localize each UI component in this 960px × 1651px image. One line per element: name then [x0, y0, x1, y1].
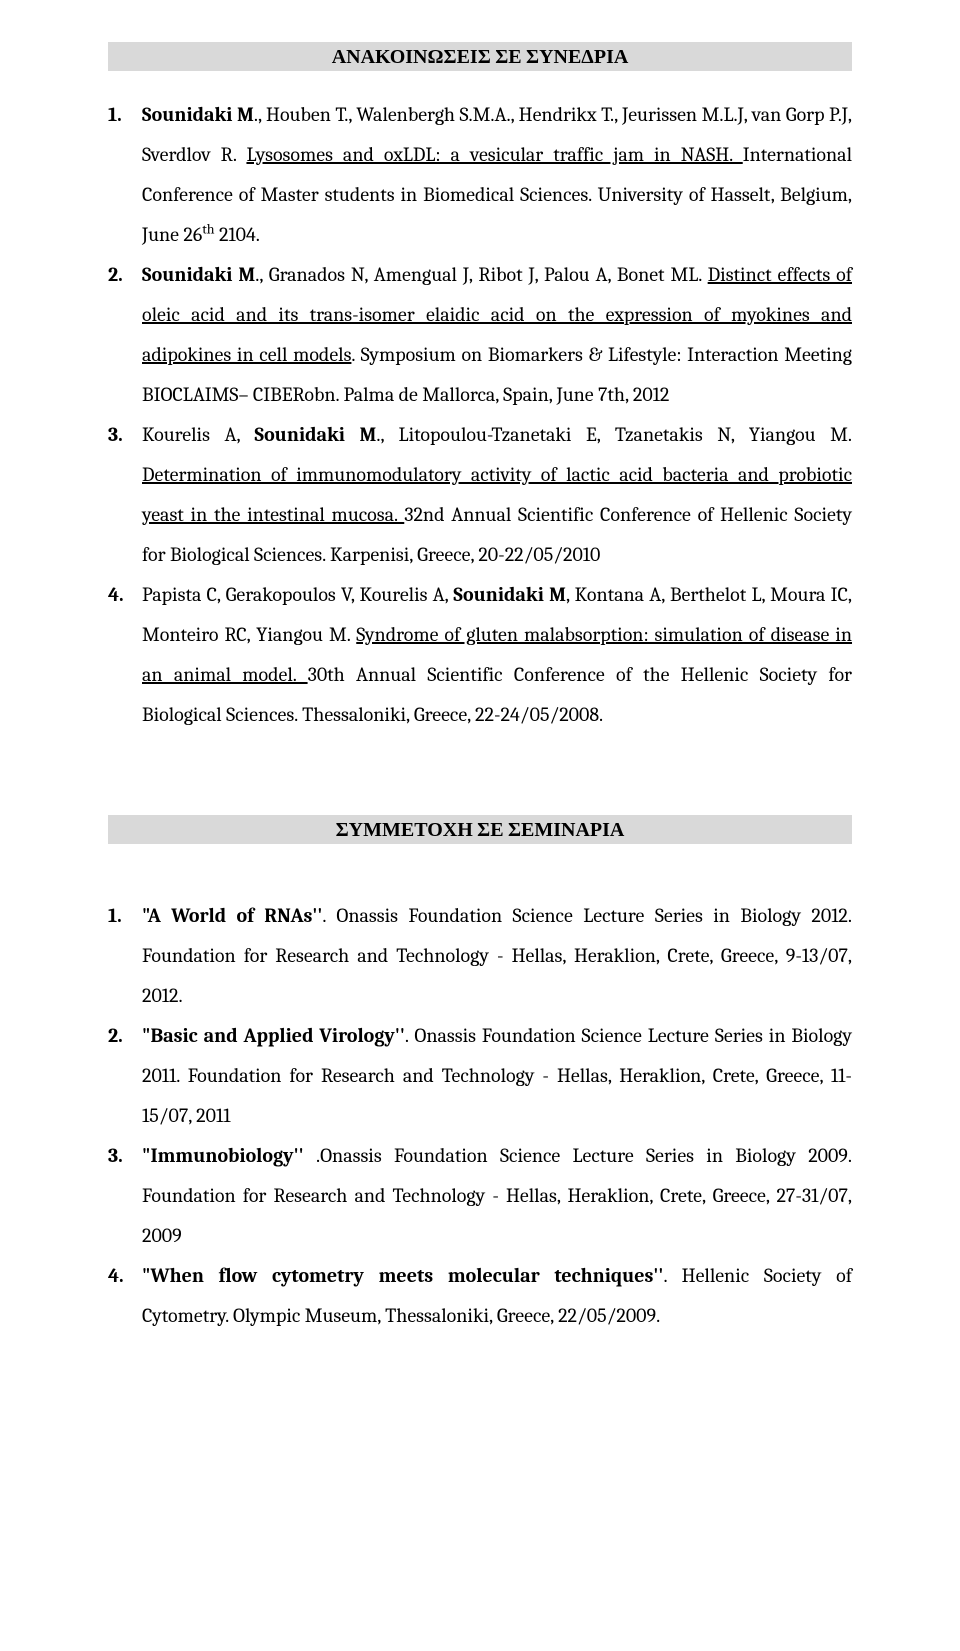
- list-item-text: th: [202, 220, 214, 237]
- section-heading-1: ΑΝΑΚΟΙΝΩΣΕΙΣ ΣΕ ΣΥΝΕΔΡΙΑ: [108, 42, 852, 71]
- list-item-text: Sounidaki M: [142, 263, 255, 286]
- list-item-number: 4.: [108, 1256, 124, 1296]
- list-item-number: 1.: [108, 95, 122, 135]
- list-item-text: Sounidaki M: [254, 423, 376, 446]
- list-item-text: "Immunobiology'': [142, 1144, 304, 1167]
- list-item-text: "A World of RNAs'': [142, 904, 322, 927]
- list-item-number: 3.: [108, 1136, 123, 1176]
- list-item-text: Kourelis A,: [142, 423, 254, 446]
- section-heading-2: ΣΥΜΜΕΤΟΧΗ ΣΕ ΣΕΜΙΝΑΡΙΑ: [108, 815, 852, 844]
- seminar-list: 1."A World of RNAs''. Onassis Foundation…: [108, 896, 852, 1336]
- list-item-text: Sounidaki M: [142, 103, 254, 126]
- list-item: 2. Sounidaki M., Granados N, Amengual J, …: [108, 255, 852, 415]
- list-item-text: ., Litopoulou-Tzanetaki E, Tzanetakis N,…: [376, 423, 852, 446]
- list-item-text: Lysosomes and oxLDL: a vesicular traffic…: [246, 143, 742, 166]
- list-item-text: "When flow cytometry meets molecular tec…: [142, 1264, 663, 1287]
- list-item: 3."Immunobiology'' .Onassis Foundation S…: [108, 1136, 852, 1256]
- list-item: 1."A World of RNAs''. Onassis Foundation…: [108, 896, 852, 1016]
- list-item-number: 4.: [108, 575, 124, 615]
- list-item: 4. Papista C, Gerakopoulos V, Kourelis A,…: [108, 575, 852, 735]
- list-item-number: 2.: [108, 255, 123, 295]
- list-item-text: 2104.: [215, 223, 260, 246]
- list-item: 2."Basic and Applied Virology''. Onassis…: [108, 1016, 852, 1136]
- list-item-text: ., Granados N, Amengual J, Ribot J, Palo…: [255, 263, 707, 286]
- list-item: 1.Sounidaki M., Houben T., Walenbergh S.…: [108, 95, 852, 255]
- list-item-text: Sounidaki M: [453, 583, 566, 606]
- list-item-text: "Basic and Applied Virology'': [142, 1024, 405, 1047]
- list-item: 3. Kourelis A, Sounidaki M., Litopoulou-T…: [108, 415, 852, 575]
- conference-list: 1.Sounidaki M., Houben T., Walenbergh S.…: [108, 95, 852, 735]
- list-item-number: 3.: [108, 415, 123, 455]
- list-item-text: Papista C, Gerakopoulos V, Kourelis A,: [142, 583, 453, 606]
- list-item-number: 2.: [108, 1016, 123, 1056]
- list-item-number: 1.: [108, 896, 122, 936]
- list-item: 4. "When flow cytometry meets molecular t…: [108, 1256, 852, 1336]
- document-page: ΑΝΑΚΟΙΝΩΣΕΙΣ ΣΕ ΣΥΝΕΔΡΙΑ 1. Sounidaki M.,…: [0, 0, 960, 1651]
